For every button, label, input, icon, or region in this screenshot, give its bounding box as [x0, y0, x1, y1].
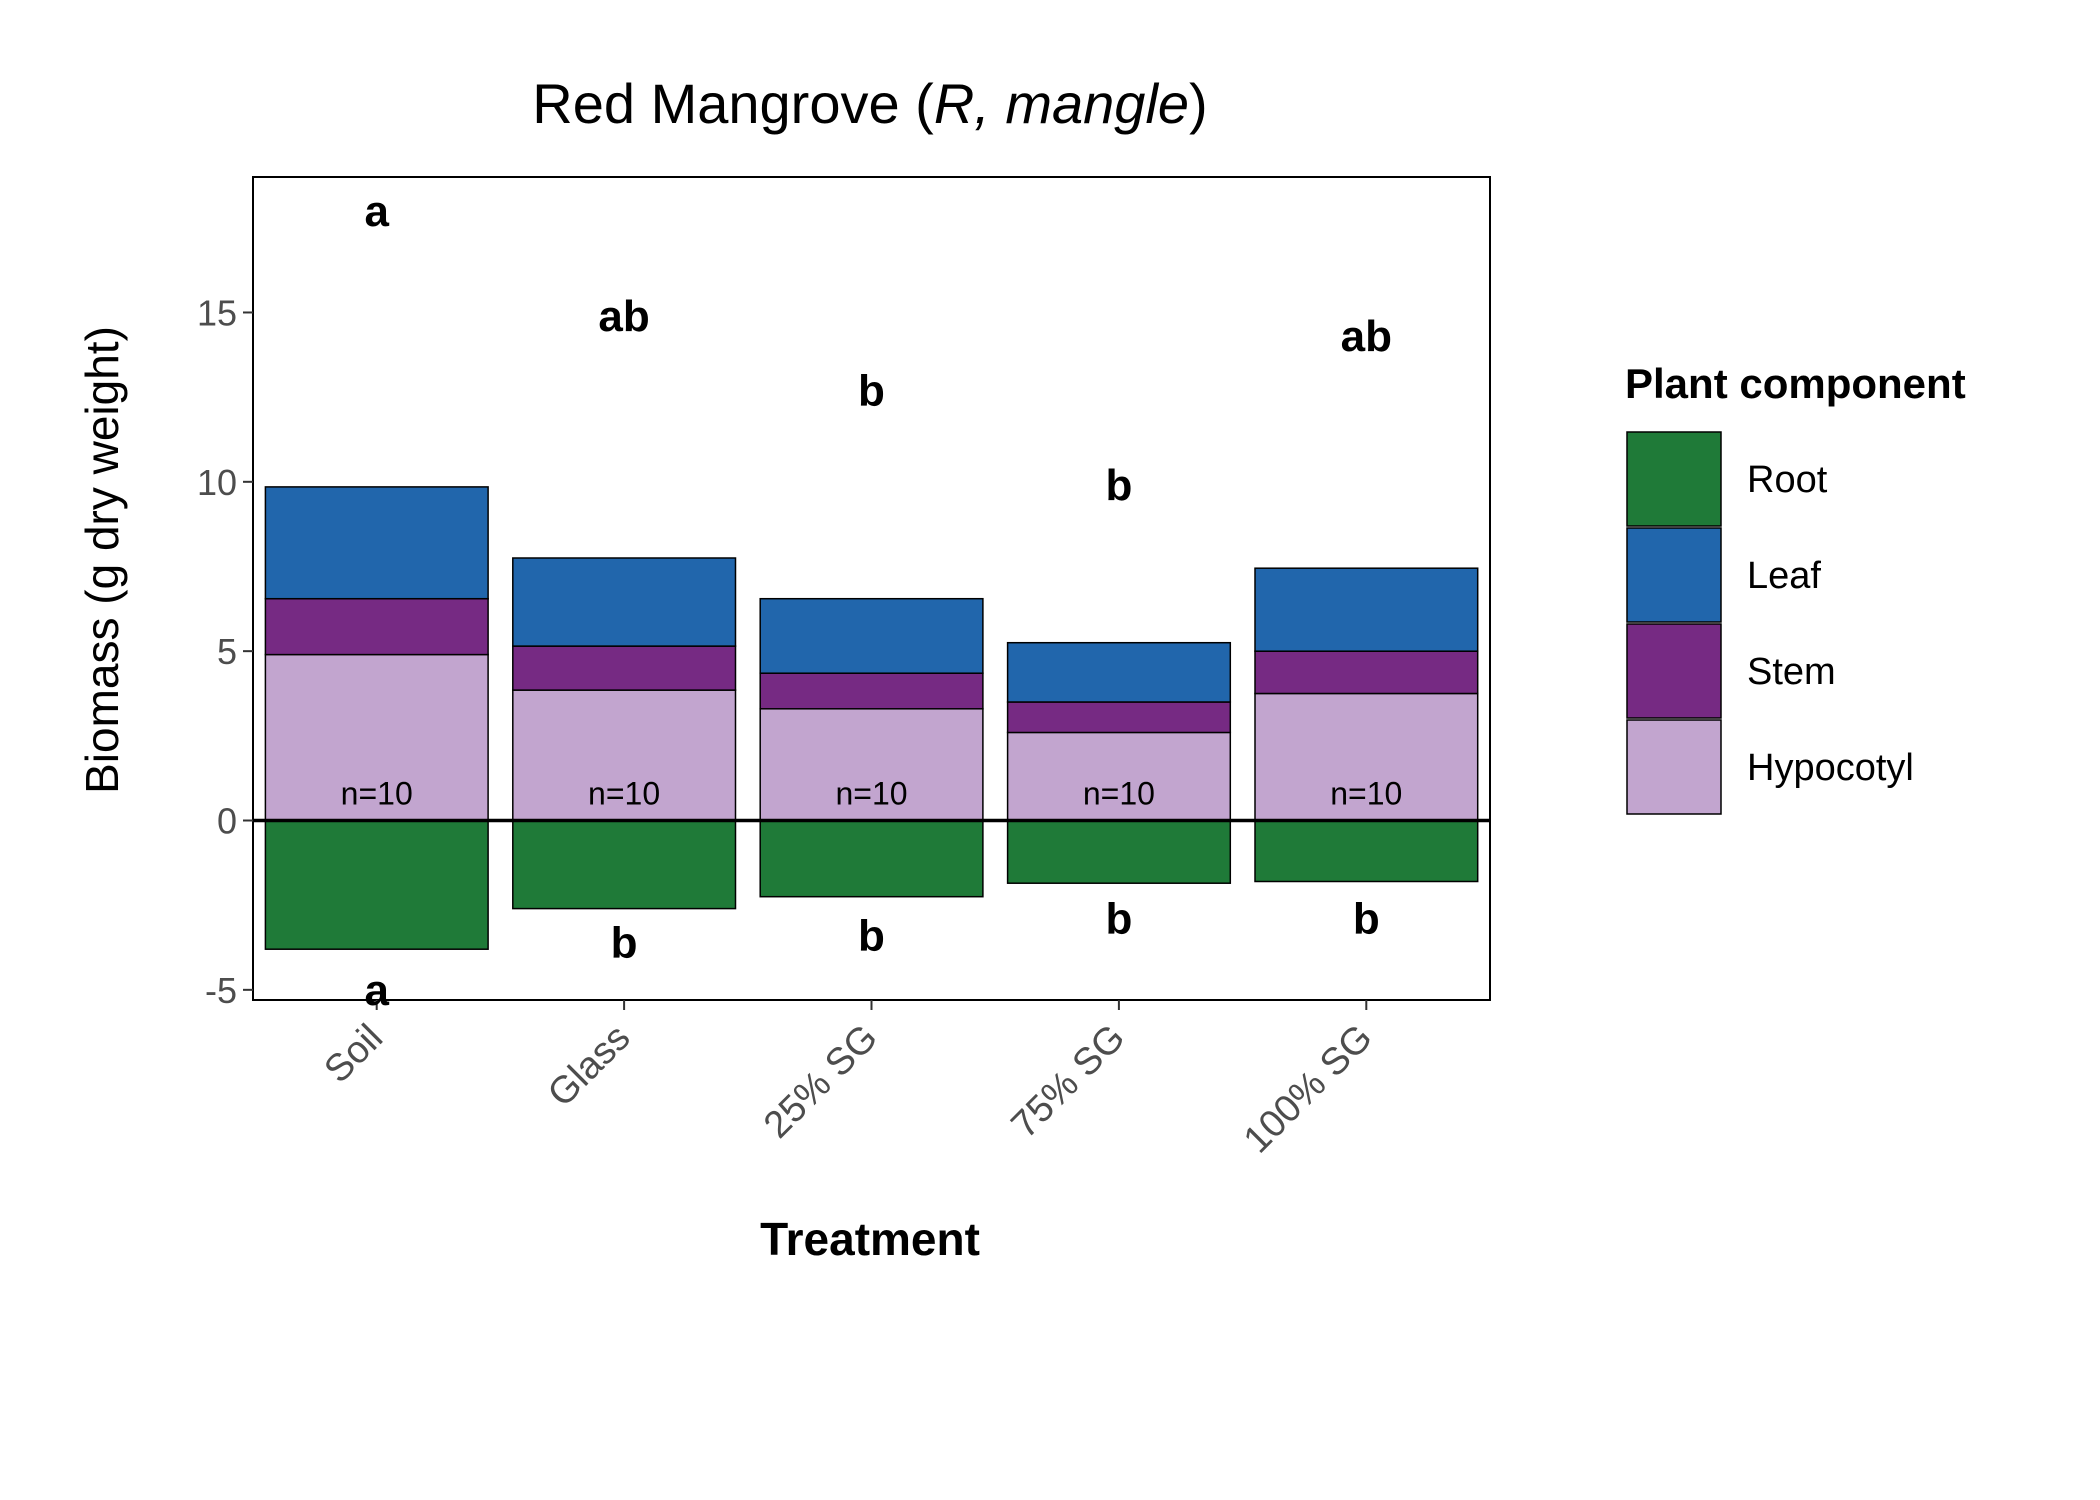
bar-root-glass	[512, 819, 737, 910]
legend-label-stem: Stem	[1747, 651, 1836, 693]
bar-leaf-100pct-sg	[1254, 567, 1479, 652]
x-tick-label-soil: Soil	[317, 1017, 392, 1092]
bar-hypocotyl-soil	[264, 653, 489, 822]
bar-root-75pct-sg	[1006, 819, 1232, 884]
sig-letter-upper-glass: ab	[598, 292, 649, 341]
legend: Plant component Root Leaf Stem Hypocotyl	[1625, 360, 1966, 815]
bar-hypocotyl-75pct-sg	[1006, 731, 1232, 822]
legend-key-root	[1626, 431, 1722, 527]
sig-letter-upper-soil: a	[364, 187, 389, 236]
y-tick-label: 10	[197, 462, 237, 503]
bar-leaf-soil	[264, 486, 489, 600]
plot-area: -5 0 5 10 15 Soil Glass 25% SG 75% SG 100% SG a a n=…	[197, 176, 1491, 1162]
bar-stem-25pct-sg	[759, 672, 984, 710]
bar-stem-glass	[512, 645, 737, 691]
legend-label-hypocotyl: Hypocotyl	[1747, 747, 1914, 789]
bar-root-25pct-sg	[759, 819, 984, 898]
x-tick-label-100pct-sg: 100% SG	[1236, 1017, 1381, 1162]
legend-key-hypocotyl	[1626, 719, 1722, 815]
sig-letter-lower-75pct-sg: b	[1105, 895, 1132, 944]
y-tick-label: -5	[205, 970, 237, 1011]
chart-title-species: R, mangle	[934, 72, 1189, 135]
n-label-25pct-sg: n=10	[835, 775, 907, 811]
sig-letter-lower-25pct-sg: b	[858, 912, 885, 961]
bar-hypocotyl-100pct-sg	[1254, 692, 1479, 822]
y-tick-label: 0	[217, 800, 237, 841]
legend-key-leaf	[1626, 527, 1722, 623]
bar-hypocotyl-glass	[512, 689, 737, 822]
y-tick-label: 15	[197, 292, 237, 333]
y-tick-label: 5	[217, 631, 237, 672]
legend-label-leaf: Leaf	[1747, 555, 1821, 597]
sig-letter-upper-25pct-sg: b	[858, 366, 885, 415]
chart-title-main: Red Mangrove (	[532, 72, 934, 135]
bar-stem-100pct-sg	[1254, 650, 1479, 695]
sig-letter-lower-soil: a	[364, 966, 389, 1015]
sig-letter-lower-100pct-sg: b	[1353, 895, 1380, 944]
x-tick-label-75pct-sg: 75% SG	[1003, 1017, 1133, 1147]
x-tick-label-25pct-sg: 25% SG	[756, 1017, 886, 1147]
x-tick-label-glass: Glass	[540, 1017, 638, 1115]
bar-leaf-75pct-sg	[1006, 641, 1232, 703]
legend-key-stem	[1626, 623, 1722, 719]
bar-root-soil	[264, 819, 489, 950]
y-axis-title: Biomass (g dry weight)	[76, 326, 128, 794]
x-axis-title: Treatment	[760, 1213, 980, 1265]
legend-title: Plant component	[1625, 360, 1966, 407]
bar-stem-75pct-sg	[1006, 701, 1232, 734]
legend-label-root: Root	[1747, 459, 1828, 501]
chart-title: Red Mangrove (R, mangle)	[532, 72, 1207, 135]
sig-letter-upper-75pct-sg: b	[1105, 461, 1132, 510]
n-label-soil: n=10	[341, 775, 413, 811]
bar-stem-soil	[264, 597, 489, 656]
chart-title-close: )	[1189, 72, 1208, 135]
bar-leaf-25pct-sg	[759, 597, 984, 674]
bar-root-100pct-sg	[1254, 819, 1479, 883]
n-label-75pct-sg: n=10	[1083, 775, 1155, 811]
sig-letter-lower-glass: b	[611, 918, 638, 967]
n-label-glass: n=10	[588, 775, 660, 811]
n-label-100pct-sg: n=10	[1330, 775, 1402, 811]
bar-leaf-glass	[512, 557, 737, 647]
sig-letter-upper-100pct-sg: ab	[1341, 312, 1392, 361]
